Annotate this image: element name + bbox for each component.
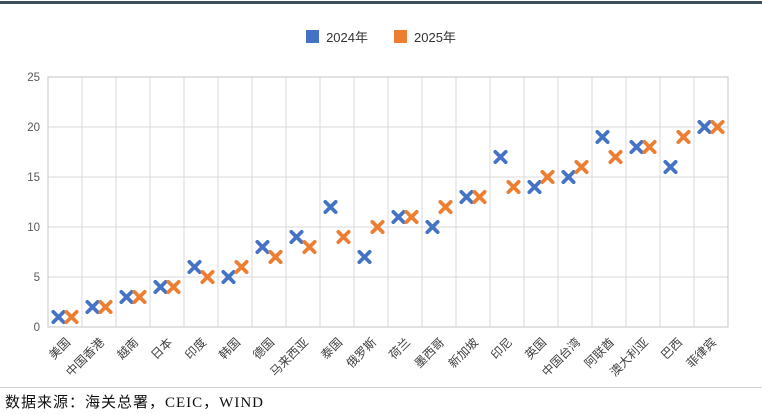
x-category-label: 印尼 bbox=[488, 335, 515, 362]
x-marker-2024 bbox=[51, 309, 66, 325]
x-category-label: 马来西亚 bbox=[267, 335, 311, 379]
x-marker-2025 bbox=[472, 189, 487, 205]
x-category-label: 泰国 bbox=[318, 335, 345, 362]
x-category-label: 美国 bbox=[46, 335, 73, 362]
legend-label-2024: 2024年 bbox=[326, 29, 368, 45]
x-marker-2024 bbox=[561, 169, 576, 185]
source-note: 数据来源：海关总署，CEIC，WIND bbox=[5, 395, 264, 411]
x-marker-2024 bbox=[153, 279, 168, 295]
legend-item-2024: 2024年 bbox=[306, 27, 368, 46]
x-marker-2024 bbox=[187, 259, 202, 275]
footer-divider-line bbox=[0, 387, 762, 388]
x-marker-2024 bbox=[85, 299, 100, 315]
x-marker-2025 bbox=[404, 209, 419, 225]
x-marker-2025 bbox=[608, 149, 623, 165]
x-marker-2024 bbox=[425, 219, 440, 235]
x-category-label: 俄罗斯 bbox=[344, 335, 379, 370]
x-category-label: 德国 bbox=[250, 335, 278, 363]
legend-label-2025: 2025年 bbox=[414, 29, 456, 45]
legend-item-2025: 2025年 bbox=[394, 27, 456, 46]
x-marker-2025 bbox=[98, 299, 113, 315]
x-marker-2024 bbox=[595, 129, 610, 145]
x-category-label: 越南 bbox=[114, 335, 142, 363]
x-marker-2025 bbox=[506, 179, 521, 195]
x-category-label: 印度 bbox=[182, 335, 210, 363]
chart-legend: 2024年 2025年 bbox=[0, 27, 762, 45]
x-marker-2024 bbox=[289, 229, 304, 245]
x-category-label: 中国香港 bbox=[63, 335, 108, 380]
y-tick-label: 0 bbox=[34, 322, 40, 334]
x-marker-2025 bbox=[710, 119, 725, 135]
x-marker-2025 bbox=[574, 159, 589, 175]
x-category-label: 日本 bbox=[148, 335, 175, 362]
x-marker-2025 bbox=[302, 239, 317, 255]
x-category-label: 菲律宾 bbox=[683, 335, 719, 371]
x-marker-2024 bbox=[697, 119, 712, 135]
x-marker-2025 bbox=[540, 169, 555, 185]
x-marker-2025 bbox=[64, 309, 79, 325]
x-marker-2025 bbox=[336, 229, 351, 245]
x-marker-2024 bbox=[119, 289, 134, 305]
x-marker-2025 bbox=[200, 269, 215, 285]
x-category-label: 中国台湾 bbox=[539, 335, 584, 380]
x-marker-2024 bbox=[255, 239, 270, 255]
x-marker-2024 bbox=[391, 209, 406, 225]
y-tick-label: 20 bbox=[27, 122, 40, 134]
top-border-line bbox=[0, 1, 762, 4]
x-marker-2024 bbox=[493, 149, 508, 165]
x-category-label: 韩国 bbox=[216, 335, 244, 363]
x-category-label: 英国 bbox=[522, 335, 549, 362]
plot-border bbox=[47, 76, 729, 328]
x-marker-2024 bbox=[629, 139, 644, 155]
x-marker-2024 bbox=[323, 199, 338, 215]
x-category-label: 墨西哥 bbox=[412, 335, 447, 370]
x-marker-2024 bbox=[527, 179, 542, 195]
x-category-label: 新加坡 bbox=[445, 335, 481, 371]
x-marker-2025 bbox=[438, 199, 453, 215]
x-marker-2025 bbox=[132, 289, 147, 305]
x-category-label: 巴西 bbox=[658, 335, 685, 362]
x-marker-2025 bbox=[676, 129, 691, 145]
x-category-label: 荷兰 bbox=[386, 335, 413, 362]
x-marker-2024 bbox=[663, 159, 678, 175]
x-marker-2024 bbox=[357, 249, 372, 265]
x-marker-2025 bbox=[370, 219, 385, 235]
y-tick-label: 10 bbox=[27, 222, 40, 234]
x-marker-2025 bbox=[642, 139, 657, 155]
x-marker-2024 bbox=[459, 189, 474, 205]
x-marker-2024 bbox=[221, 269, 236, 285]
y-tick-label: 15 bbox=[27, 172, 40, 184]
x-category-label: 澳大利亚 bbox=[607, 335, 651, 379]
y-tick-label: 5 bbox=[34, 272, 40, 284]
x-marker-2025 bbox=[234, 259, 249, 275]
x-marker-2025 bbox=[268, 249, 283, 265]
x-marker-2025 bbox=[166, 279, 181, 295]
y-tick-label: 25 bbox=[27, 72, 40, 84]
legend-swatch-2024-icon bbox=[306, 29, 320, 43]
legend-swatch-2025-icon bbox=[394, 29, 407, 43]
